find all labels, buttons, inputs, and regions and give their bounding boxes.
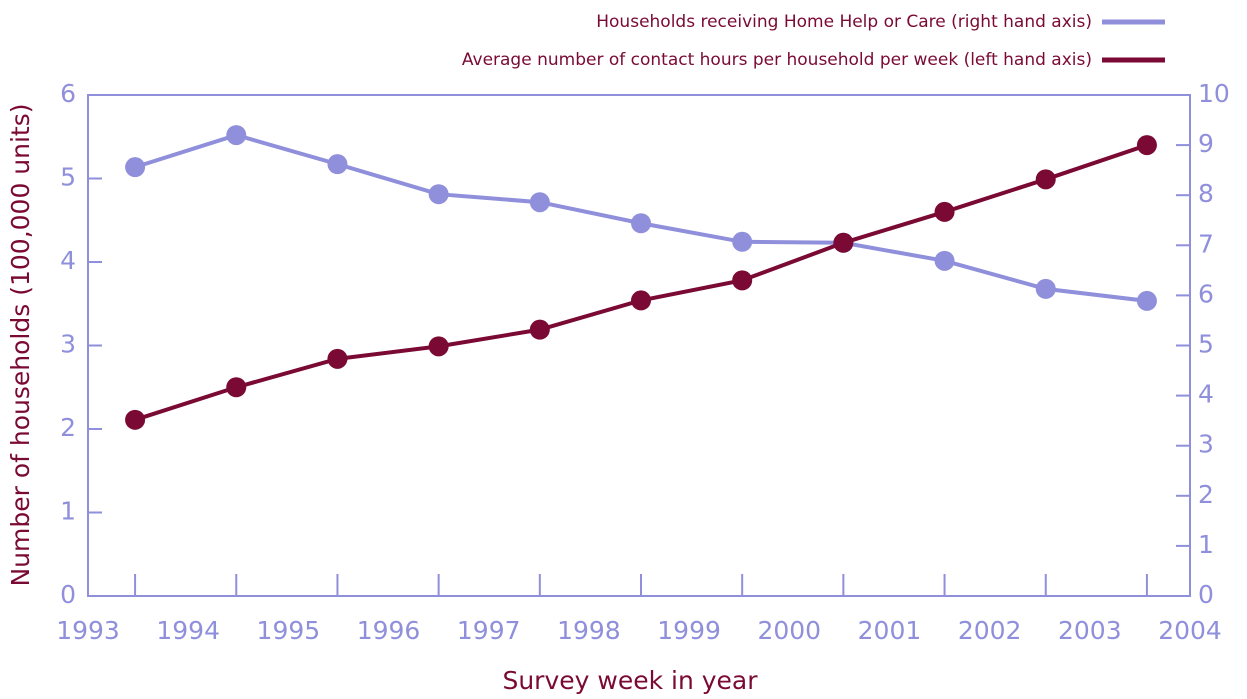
- y2-tick-label: 5: [1198, 330, 1214, 359]
- data-point: [934, 250, 955, 271]
- data-point: [327, 154, 348, 175]
- y2-tick-label: 8: [1198, 179, 1214, 208]
- data-point: [732, 270, 753, 291]
- data-point: [631, 290, 652, 311]
- y-tick-label: 6: [60, 79, 76, 108]
- y2-tick-label: 7: [1198, 229, 1214, 258]
- x-tick-label: 1994: [156, 616, 220, 645]
- plot-frame: [87, 94, 1191, 597]
- y2-tick-label: 3: [1198, 430, 1214, 459]
- y2-tick-label: 4: [1198, 380, 1214, 409]
- x-tick-label: 1996: [357, 616, 421, 645]
- data-point: [327, 348, 348, 369]
- x-tick-label: 1995: [257, 616, 321, 645]
- x-tick-label: 1997: [457, 616, 521, 645]
- y2-tick-label: 0: [1198, 580, 1214, 609]
- data-point: [1136, 135, 1157, 156]
- y2-tick-label: 6: [1198, 279, 1214, 308]
- x-tick-label: 2004: [1158, 616, 1222, 645]
- data-point: [125, 409, 146, 430]
- data-point: [125, 157, 146, 178]
- series-line: [134, 143, 1148, 422]
- y-tick-label: 1: [60, 497, 76, 526]
- data-point: [934, 201, 955, 222]
- data-point: [833, 232, 854, 253]
- x-tick-label: 2000: [757, 616, 821, 645]
- data-point: [529, 192, 550, 213]
- data-point: [428, 184, 449, 205]
- y-tick-label: 5: [60, 163, 76, 192]
- data-point: [428, 336, 449, 357]
- data-point: [1136, 290, 1157, 311]
- legend-label: Households receiving Home Help or Care (…: [596, 12, 1092, 32]
- y-tick-label: 4: [60, 246, 76, 275]
- data-point: [226, 125, 247, 146]
- x-tick-label: 1999: [657, 616, 721, 645]
- data-point: [1035, 169, 1056, 190]
- x-tick-label: 2001: [858, 616, 922, 645]
- y2-tick-label: 10: [1198, 79, 1230, 108]
- data-point: [631, 213, 652, 234]
- y-tick-label: 2: [60, 413, 76, 442]
- x-tick-label: 2002: [958, 616, 1022, 645]
- data-point: [732, 231, 753, 252]
- y-tick-label: 0: [60, 580, 76, 609]
- data-point: [226, 377, 247, 398]
- x-tick-label: 1998: [557, 616, 621, 645]
- legend-label: Average number of contact hours per hous…: [462, 50, 1092, 70]
- data-point: [1035, 278, 1056, 299]
- x-tick-label: 1993: [56, 616, 120, 645]
- x-tick-label: 2003: [1058, 616, 1122, 645]
- x-axis-label: Survey week in year: [502, 666, 758, 695]
- y2-tick-label: 1: [1198, 530, 1214, 559]
- y2-tick-label: 2: [1198, 480, 1214, 509]
- y2-tick-label: 9: [1198, 129, 1214, 158]
- y-axis-label: Number of households (100,000 units): [6, 103, 35, 586]
- y-tick-label: 3: [60, 330, 76, 359]
- data-point: [529, 319, 550, 340]
